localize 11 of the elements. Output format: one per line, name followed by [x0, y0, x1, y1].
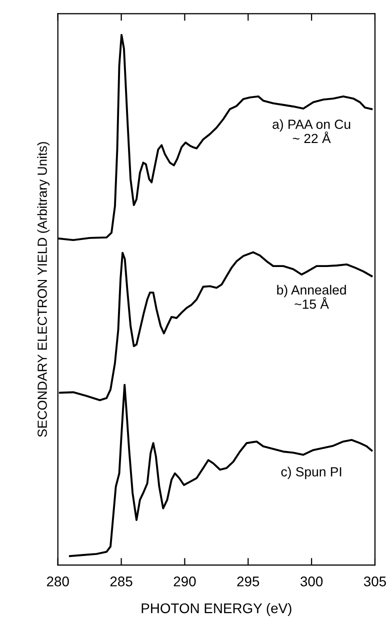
x-tick-label: 285	[110, 576, 132, 586]
series-label: c) Spun PI	[281, 466, 342, 480]
y-axis-title: SECONDARY ELECTRON YIELD (Arbitrary Units)	[37, 142, 50, 437]
x-tick-label: 300	[300, 576, 323, 586]
x-tick-label: 280	[46, 576, 69, 586]
x-axis-title: PHOTON ENERGY (eV)	[142, 603, 292, 616]
series-label: b) Annealed ~15 Å	[277, 284, 346, 309]
series-label: a) PAA on Cu ~ 22 Å	[272, 119, 350, 144]
x-tick-label: 305	[364, 576, 386, 586]
x-tick-label: 290	[174, 576, 196, 586]
x-tick-label: 295	[237, 576, 260, 586]
